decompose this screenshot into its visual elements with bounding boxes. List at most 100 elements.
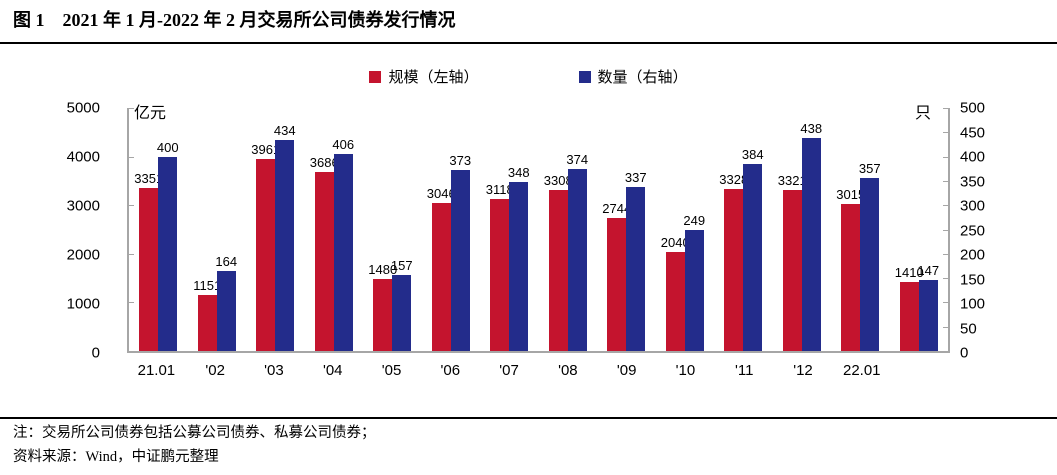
right-axis-tickmark bbox=[943, 180, 948, 182]
x-axis-tick-label: '04 bbox=[322, 362, 343, 379]
left-axis-unit-label: 亿元 bbox=[134, 105, 167, 122]
scale-value-label: 1151 bbox=[193, 278, 222, 294]
legend-swatch-scale-icon bbox=[369, 70, 382, 83]
scale-bar: 2040 bbox=[661, 235, 690, 351]
scale-bar: 3321 bbox=[778, 173, 807, 351]
plot-area: 3351 400 1151 164 3961 434 3686 406 1480 157 3046 3… bbox=[127, 108, 950, 353]
legend-item-count: 数量（右轴） bbox=[578, 66, 688, 87]
right-axis-tick-label: 250 bbox=[960, 222, 986, 239]
scale-value-label: 3351 bbox=[134, 171, 164, 187]
scale-value-label: 3328 bbox=[719, 172, 749, 188]
count-value-label: 147 bbox=[917, 262, 940, 278]
bar-group-3: 3961 434 bbox=[246, 108, 305, 351]
x-axis-tick-label: '06 bbox=[440, 362, 461, 379]
left-axis-tickmark bbox=[129, 205, 134, 207]
right-axis-tick-label: 100 bbox=[960, 295, 986, 313]
count-bar: 374 bbox=[566, 152, 588, 351]
bar-group-10: 2040 249 bbox=[656, 108, 715, 351]
count-bar: 147 bbox=[917, 263, 939, 351]
scale-bar: 1151 bbox=[193, 278, 221, 351]
count-value-label: 357 bbox=[858, 160, 881, 176]
scale-value-label: 2744 bbox=[602, 200, 632, 216]
figure-title: 图 1 2021 年 1 月-2022 年 2 月交易所公司债券发行情况 bbox=[13, 10, 456, 30]
count-value-label: 438 bbox=[800, 121, 823, 137]
right-axis-tick-label: 500 bbox=[960, 99, 986, 117]
right-axis-tickmark bbox=[943, 156, 948, 158]
right-axis-tickmark bbox=[943, 326, 948, 328]
count-bar: 434 bbox=[274, 123, 296, 351]
bar-group-7: 3118 348 bbox=[480, 108, 539, 351]
count-bar: 400 bbox=[157, 140, 179, 351]
left-axis-tick-label: 0 bbox=[91, 344, 100, 362]
left-axis-tickmark bbox=[129, 351, 134, 352]
figure-notes: 注：交易所公司债券包括公募公司债券、私募公司债券； 资料来源：Wind，中证鹏元… bbox=[13, 422, 376, 469]
x-axis-tick-label bbox=[891, 362, 950, 379]
legend-item-scale: 规模（左轴） bbox=[369, 66, 479, 87]
scale-value-label: 3686 bbox=[309, 154, 339, 170]
count-value-label: 384 bbox=[741, 147, 764, 163]
x-axis-tick-label: '03 bbox=[264, 362, 284, 379]
x-axis-tick-label: '09 bbox=[616, 362, 637, 379]
scale-value-label: 2040 bbox=[660, 234, 690, 250]
count-value-label: 374 bbox=[566, 152, 589, 168]
scale-value-label: 3015 bbox=[836, 187, 866, 203]
left-axis-tick-label: 4000 bbox=[66, 148, 100, 166]
chart-legend: 规模（左轴） 数量（右轴） bbox=[0, 66, 1057, 87]
bar-groups: 3351 400 1151 164 3961 434 3686 406 1480 157 3046 3… bbox=[129, 108, 948, 351]
left-axis-tickmark bbox=[129, 302, 134, 304]
x-axis-tick-label: 21.01 bbox=[137, 362, 176, 379]
right-axis-tick-label: 300 bbox=[960, 197, 986, 215]
scale-bar: 3046 bbox=[427, 186, 456, 351]
right-axis-tick-label: 50 bbox=[960, 320, 977, 337]
bar-group-8: 3308 374 bbox=[539, 108, 598, 351]
count-bar: 438 bbox=[800, 121, 822, 351]
right-axis-tickmark bbox=[943, 132, 948, 134]
count-bar: 348 bbox=[508, 165, 530, 351]
bar-group-14: 1410 147 bbox=[890, 108, 949, 351]
count-bar: 164 bbox=[215, 254, 237, 351]
x-axis-tick-label: '11 bbox=[734, 362, 754, 379]
right-axis-tickmark bbox=[943, 205, 948, 207]
x-axis-tick-label: '08 bbox=[558, 362, 578, 379]
bar-group-9: 2744 337 bbox=[597, 108, 656, 351]
scale-value-label: 1480 bbox=[368, 262, 398, 278]
count-bar: 357 bbox=[859, 161, 881, 351]
count-bar: 406 bbox=[332, 137, 354, 351]
right-axis-tick-label: 450 bbox=[960, 124, 986, 141]
right-axis-tick-label: 0 bbox=[960, 344, 969, 362]
left-axis-tick-label: 5000 bbox=[66, 99, 100, 117]
count-value-label: 406 bbox=[332, 136, 355, 152]
right-axis-tickmark bbox=[943, 108, 948, 109]
legend-label-scale: 规模（左轴） bbox=[388, 69, 479, 86]
scale-bar: 3961 bbox=[251, 142, 280, 351]
count-value-label: 157 bbox=[390, 257, 413, 273]
x-axis-tick-label: '10 bbox=[675, 362, 696, 379]
x-axis-tick-label: '07 bbox=[499, 362, 519, 379]
right-axis-tick-label: 150 bbox=[960, 271, 986, 288]
scale-bar: 3308 bbox=[544, 173, 573, 351]
x-axis-tick-labels: 21.01 '02 '03 '04 '05 '06 '07 '08 '09 '10 '11 '12 22… bbox=[127, 362, 950, 379]
left-axis-tickmark bbox=[129, 108, 134, 109]
count-value-label: 337 bbox=[624, 170, 647, 186]
right-axis-unit-label: 只 bbox=[915, 105, 932, 122]
bar-group-5: 1480 157 bbox=[363, 108, 422, 351]
scale-value-label: 3961 bbox=[251, 141, 281, 157]
scale-value-label: 1410 bbox=[894, 265, 924, 281]
right-axis-tick-label: 200 bbox=[960, 246, 986, 264]
right-axis-tick-labels: 500 450 400 350 300 250 200 150 100 50 0 bbox=[960, 100, 1020, 362]
count-value-label: 348 bbox=[507, 164, 530, 180]
left-axis-tick-label: 2000 bbox=[66, 246, 100, 264]
bar-group-12: 3321 438 bbox=[773, 108, 832, 351]
left-axis-tick-label: 3000 bbox=[66, 197, 100, 215]
right-axis-tickmark bbox=[943, 253, 948, 255]
bar-group-13: 3015 357 bbox=[831, 108, 890, 351]
x-axis-tick-label: '05 bbox=[381, 362, 402, 379]
right-axis-tickmark bbox=[943, 302, 948, 304]
notes-divider bbox=[0, 417, 1057, 419]
count-value-label: 373 bbox=[449, 152, 472, 168]
scale-value-label: 3321 bbox=[777, 172, 807, 188]
scale-bar: 2744 bbox=[602, 201, 631, 351]
legend-label-count: 数量（右轴） bbox=[597, 69, 688, 86]
left-axis-tickmark bbox=[129, 156, 134, 158]
